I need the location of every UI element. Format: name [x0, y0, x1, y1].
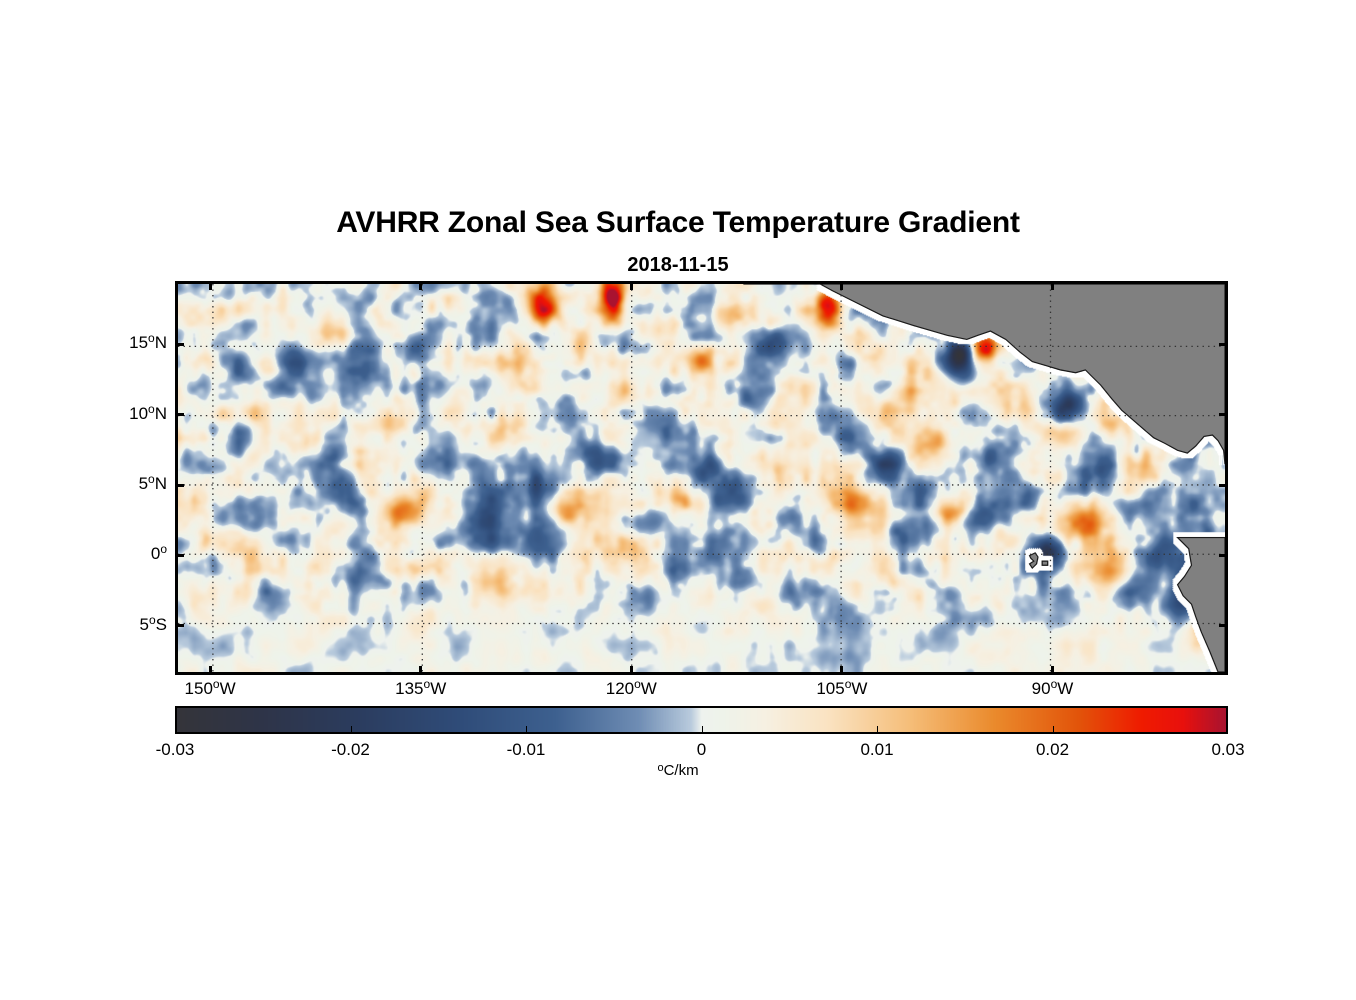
map-plot-area: [175, 281, 1228, 675]
colorbar-tick-label: 0.01: [860, 740, 894, 759]
y-axis-tick: [175, 413, 184, 417]
x-axis-tick: [840, 666, 844, 675]
y-axis-label: 0o: [150, 542, 167, 564]
x-axis-label: 105oW: [816, 677, 868, 698]
y-axis-label: 5oN: [138, 472, 167, 494]
y-axis-tick-right: [1219, 413, 1228, 417]
x-axis-label: 90oW: [1031, 677, 1074, 698]
colorbar-tick: [877, 726, 878, 734]
x-axis-tick-top: [840, 281, 844, 290]
x-axis-tick-top: [208, 281, 212, 290]
x-axis-tick-top: [1051, 281, 1054, 290]
x-axis-tick-top: [629, 281, 633, 290]
colorbar-unit-label: oC/km: [657, 762, 699, 779]
colorbar-tick-label: -0.02: [331, 740, 370, 759]
colorbar-tick: [1052, 726, 1054, 734]
y-axis-tick-right: [1219, 342, 1228, 346]
y-axis-tick: [175, 483, 184, 487]
y-axis-label: 5oS: [139, 612, 168, 634]
chart-title: AVHRR Zonal Sea Surface Temperature Grad…: [336, 206, 1020, 239]
colorbar-tick-label: -0.01: [506, 740, 546, 759]
x-axis-tick: [629, 666, 633, 675]
x-axis-label: 150oW: [184, 677, 236, 698]
x-axis-tick-top: [419, 281, 423, 290]
coastline-overlay: [743, 284, 1225, 672]
y-axis-tick: [175, 553, 184, 557]
colorbar-tick-label: -0.03: [155, 740, 195, 759]
chart-subtitle: 2018-11-15: [627, 254, 729, 276]
y-axis-label: 15oN: [129, 331, 167, 353]
colorbar-tick-label: 0: [696, 740, 707, 759]
y-axis-tick-right: [1219, 624, 1228, 628]
y-axis-tick-right: [1219, 483, 1228, 487]
y-axis-tick: [175, 342, 184, 346]
x-axis-tick: [419, 666, 423, 675]
y-axis-tick-right: [1219, 553, 1228, 557]
x-axis-tick: [208, 666, 212, 675]
colorbar-tick-label: 0.03: [1211, 740, 1245, 759]
x-axis-label: 120oW: [605, 677, 657, 698]
y-axis-tick: [175, 624, 184, 628]
colorbar-tick: [526, 726, 527, 734]
x-axis-tick: [1051, 666, 1054, 675]
colorbar-tick-label: 0.02: [1035, 740, 1070, 759]
y-axis-label: 10oN: [129, 401, 167, 423]
colorbar-tick: [350, 726, 352, 734]
colorbar-tick: [701, 726, 703, 734]
x-axis-label: 135oW: [395, 677, 447, 698]
map-gridlines: [178, 284, 1225, 672]
